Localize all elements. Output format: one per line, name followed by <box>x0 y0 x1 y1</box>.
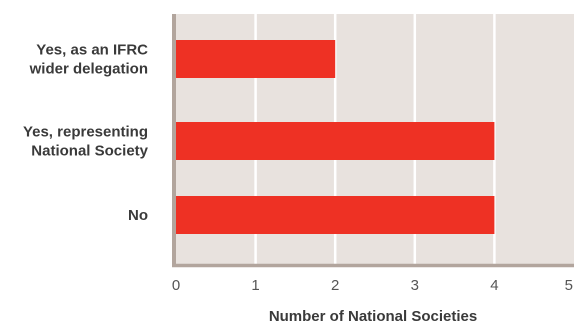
x-tick-label: 3 <box>411 277 419 294</box>
bars <box>176 40 495 234</box>
category-label: No <box>128 207 148 224</box>
bar <box>176 122 495 160</box>
bar <box>176 196 495 234</box>
category-labels: Yes, as an IFRC wider delegation Yes, repr… <box>23 42 149 225</box>
x-tick-labels: 0 1 2 3 4 5 <box>172 277 573 294</box>
category-label: Yes, representing National Society <box>23 124 149 160</box>
x-tick-label: 4 <box>490 277 498 294</box>
category-label: Yes, as an IFRC wider delegation <box>29 42 149 78</box>
x-tick-label: 5 <box>565 277 573 294</box>
x-axis-title: Number of National Societies <box>269 308 477 325</box>
x-tick-label: 2 <box>331 277 339 294</box>
x-tick-label: 1 <box>251 277 259 294</box>
bar <box>176 40 336 78</box>
x-tick-label: 0 <box>172 277 180 294</box>
